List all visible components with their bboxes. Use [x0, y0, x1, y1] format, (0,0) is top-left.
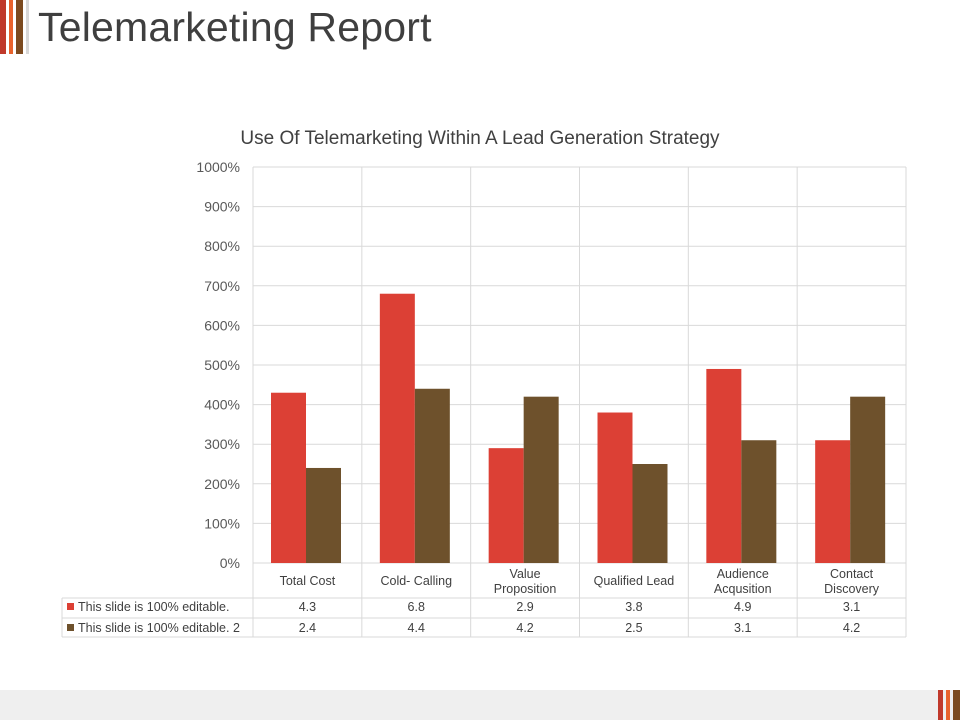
y-tick-label: 100%	[204, 515, 240, 531]
footer-accent-2	[946, 690, 950, 720]
data-label: 3.1	[843, 600, 860, 614]
legend-swatch-series2	[67, 624, 74, 631]
bar-series1	[379, 293, 415, 563]
legend-label-series1: This slide is 100% editable.	[78, 600, 229, 614]
bar-series1	[597, 412, 633, 563]
y-tick-label: 400%	[204, 397, 240, 413]
category-label: Cold- Calling	[380, 574, 452, 588]
accent-bar-3	[16, 0, 23, 54]
legend-label-series2: This slide is 100% editable. 2	[78, 621, 240, 635]
y-tick-label: 800%	[204, 238, 240, 254]
category-label: Qualified Lead	[594, 574, 675, 588]
category-label: Proposition	[494, 582, 557, 596]
bar-series2	[414, 388, 450, 563]
category-label: Contact	[830, 567, 874, 581]
y-tick-label: 1000%	[196, 159, 240, 175]
category-label: Audience	[717, 567, 769, 581]
legend-swatch-series1	[67, 603, 74, 610]
footer-accent-1	[938, 690, 943, 720]
accent-bar-1	[0, 0, 6, 54]
page-title: Telemarketing Report	[38, 4, 432, 50]
data-label: 3.1	[734, 621, 751, 635]
y-tick-label: 700%	[204, 278, 240, 294]
bar-series1	[706, 368, 742, 563]
data-label: 4.2	[843, 621, 860, 635]
data-label: 2.4	[299, 621, 316, 635]
y-tick-label: 300%	[204, 436, 240, 452]
data-label: 3.8	[625, 600, 642, 614]
y-tick-label: 900%	[204, 199, 240, 215]
category-label: Acqusition	[714, 582, 772, 596]
bar-series2	[741, 440, 777, 563]
data-label: 2.5	[625, 621, 642, 635]
bar-series1	[488, 448, 524, 563]
y-tick-label: 200%	[204, 476, 240, 492]
footer-band	[0, 690, 960, 720]
data-label: 4.2	[516, 621, 533, 635]
data-label: 4.3	[299, 600, 316, 614]
data-label: 2.9	[516, 600, 533, 614]
category-label: Discovery	[824, 582, 880, 596]
bar-series2	[850, 396, 886, 563]
bar-series2	[632, 464, 668, 563]
data-label: 4.9	[734, 600, 751, 614]
y-tick-label: 600%	[204, 317, 240, 333]
bar-series1	[271, 392, 306, 563]
accent-bar-2	[9, 0, 13, 54]
data-label: 6.8	[408, 600, 425, 614]
category-label: Value	[510, 567, 541, 581]
category-label: Total Cost	[280, 574, 336, 588]
accent-bar-4	[26, 0, 29, 54]
footer-accent-3	[953, 690, 960, 720]
bar-series2	[523, 396, 559, 563]
bar-series2	[306, 467, 341, 563]
data-label: 4.4	[408, 621, 425, 635]
bar-series1	[815, 440, 851, 563]
y-tick-label: 500%	[204, 357, 240, 373]
chart-title: Use Of Telemarketing Within A Lead Gener…	[240, 128, 720, 149]
y-tick-label: 0%	[220, 555, 240, 571]
